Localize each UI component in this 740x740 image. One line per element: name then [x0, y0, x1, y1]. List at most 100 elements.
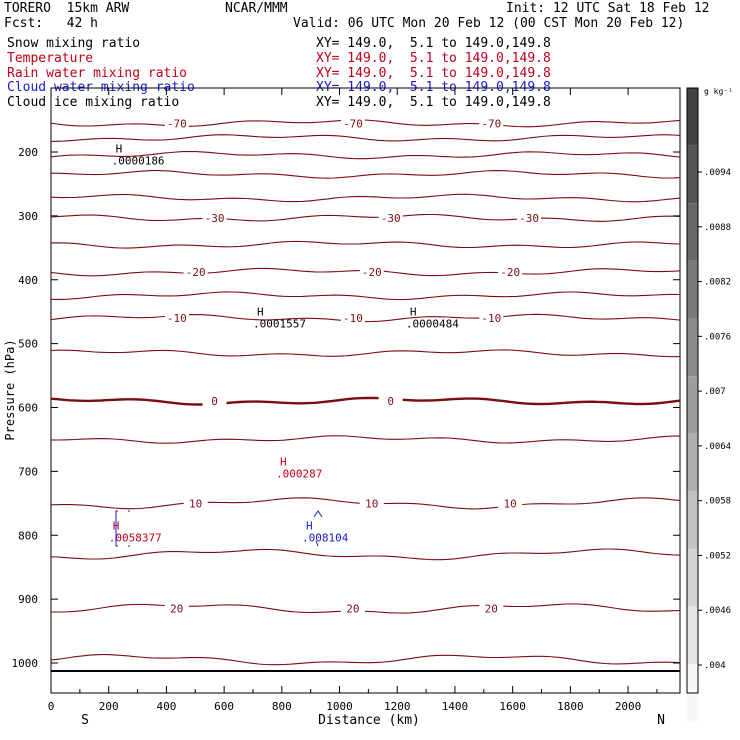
contour-label-bg [479, 116, 504, 130]
contour-label: -70 [481, 117, 501, 130]
contour-label: 20 [346, 603, 359, 616]
init-time: Init: 12 UTC Sat 18 Feb 12 [506, 1, 710, 16]
max-marker: H [116, 142, 123, 155]
field-xy: XY= 149.0, 5.1 to 149.0,149.8 [316, 36, 551, 51]
isotherm [50, 603, 681, 614]
maxima-labels: H.0000186H.0001557H.0000484H.000287H.005… [109, 142, 460, 544]
contour-label-bg [183, 496, 208, 510]
cloud-water-outline [115, 510, 323, 547]
isotherm [50, 349, 681, 358]
colorbar-cell [687, 145, 698, 204]
colorbar-tick-label: .0094 [704, 168, 731, 178]
cloud-bracket [313, 510, 323, 518]
contour-label-bg [479, 601, 504, 615]
organization-label: NCAR/MMM [225, 1, 288, 16]
max-value: .0058377 [109, 531, 162, 544]
x-tick-label: 1800 [557, 700, 584, 713]
contour-label-bg [340, 116, 365, 130]
isotherm [50, 150, 681, 160]
isotherm [50, 548, 681, 561]
contour-label-bg [183, 265, 208, 279]
colorbar-cell [687, 433, 698, 492]
field-xy: XY= 149.0, 5.1 to 149.0,149.8 [316, 51, 551, 66]
x-tick-label: 1000 [326, 700, 353, 713]
contour-label: 20 [485, 603, 498, 616]
contour-label: -10 [167, 312, 187, 325]
x-axis-label: Distance (km) [318, 713, 420, 728]
max-value: .0001557 [253, 317, 306, 330]
x-tick-label: 600 [214, 700, 234, 713]
contour-label: -20 [186, 266, 206, 279]
isotherm [50, 291, 681, 301]
plot-frame [50, 87, 681, 694]
contour-label-bg [378, 210, 403, 224]
contour-label-bg [517, 210, 542, 224]
max-value: .0000484 [406, 317, 459, 330]
contour-label: -20 [500, 266, 520, 279]
contour-label-bg [498, 265, 523, 279]
contour-label-bg [359, 265, 384, 279]
contour-label: -30 [205, 212, 225, 225]
max-marker: H [280, 455, 287, 468]
colorbar-cell [687, 376, 698, 434]
contour-label: 10 [504, 497, 517, 510]
field-xy: XY= 149.0, 5.1 to 149.0,149.8 [316, 66, 551, 81]
colorbar-tick-label: .0046 [704, 606, 731, 616]
contour-label: -20 [362, 266, 382, 279]
colorbar-tick-label: .007 [704, 387, 726, 397]
valid-time: Valid: 06 UTC Mon 20 Feb 12 (00 CST Mon … [293, 16, 685, 31]
field-name: Rain water mixing ratio [7, 66, 188, 81]
colorbar-tick-label: .0064 [704, 442, 731, 452]
contour-label-bg [340, 311, 365, 325]
x-tick-label: 1400 [442, 700, 469, 713]
field-name: Temperature [7, 51, 94, 66]
colorbar-tick-label: .0076 [704, 332, 731, 342]
colorbar-cell [687, 260, 698, 319]
y-tick-label: 700 [18, 465, 38, 478]
contour-label: 10 [365, 497, 378, 510]
y-axis-label: Pressure (hPa) [3, 339, 17, 440]
field-name: Cloud ice mixing ratio [7, 95, 180, 110]
max-marker: H [410, 305, 417, 318]
isotherm [50, 240, 681, 249]
colorbar-tick-label: .0088 [704, 223, 731, 233]
x-tick-label: 1200 [384, 700, 411, 713]
colorbar-cell [687, 548, 698, 607]
isotherm [50, 213, 681, 222]
colorbar-frame [686, 87, 699, 694]
isotherm [50, 134, 681, 142]
isotherm [50, 313, 681, 323]
field-name: Snow mixing ratio [7, 36, 141, 51]
field-xy: XY= 149.0, 5.1 to 149.0,149.8 [316, 95, 551, 110]
contour-label: -10 [343, 312, 363, 325]
y-tick-label: 800 [18, 529, 38, 542]
x-tick-label: 0 [48, 700, 55, 713]
x-tick-label: 1600 [499, 700, 526, 713]
max-value: .000287 [276, 467, 322, 480]
contour-label: 10 [189, 497, 202, 510]
contour-label: 0 [387, 395, 394, 408]
contour-label-bg [479, 311, 504, 325]
colorbar-cell [687, 606, 698, 665]
x-tick-label: 2000 [615, 700, 642, 713]
y-tick-label: 1000 [12, 657, 39, 670]
contour-label: 20 [170, 603, 183, 616]
contour-label-bg [164, 601, 189, 615]
contour-label: -30 [519, 212, 539, 225]
x-tick-label: 800 [272, 700, 292, 713]
south-label: S [81, 713, 89, 728]
max-marker: H [306, 519, 313, 532]
colorbar-tick-label: .0058 [704, 497, 731, 507]
isotherm [50, 119, 681, 128]
y-tick-label: 600 [18, 402, 38, 415]
y-tick-label: 200 [18, 146, 38, 159]
contour-label-bg [359, 496, 384, 510]
contour-label: -70 [343, 117, 363, 130]
colorbar-tick-label: .004 [704, 661, 726, 671]
colorbar: .0094 .0088 .0082 .0076 .007 .0064 .0058 .0052.… [686, 87, 731, 722]
isotherm [50, 654, 681, 666]
y-tick-label: 900 [18, 593, 38, 606]
x-tick-label: 200 [99, 700, 119, 713]
